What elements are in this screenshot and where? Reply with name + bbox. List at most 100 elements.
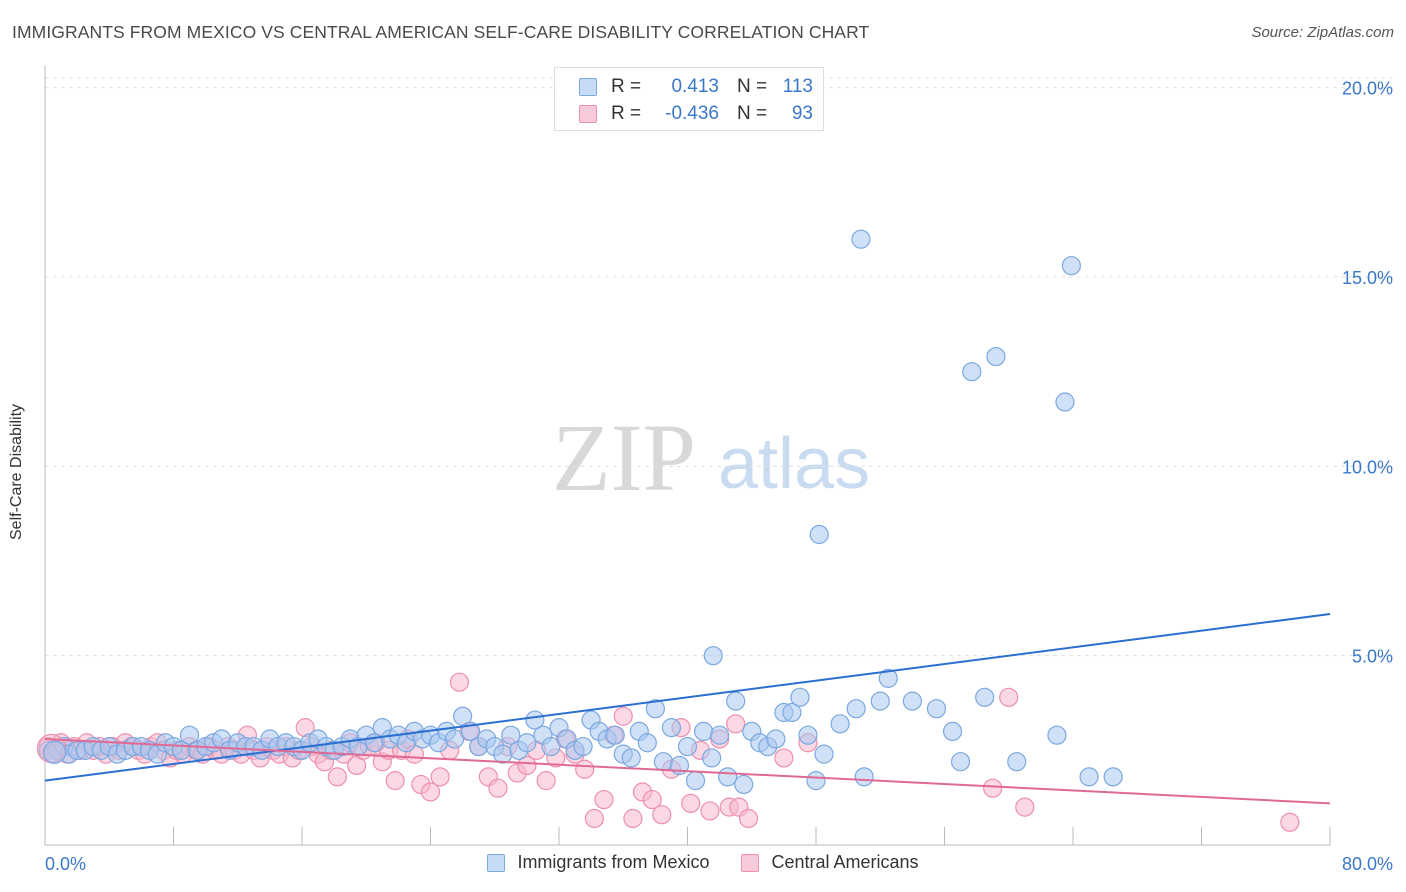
mexico-immigrants-point xyxy=(1079,767,1099,787)
mexico-immigrants-point xyxy=(453,706,473,726)
mexico-immigrants-point xyxy=(798,725,818,745)
mexico-immigrants-point xyxy=(942,721,963,742)
mexico-immigrants-point xyxy=(179,725,200,745)
mexico-immigrants-point xyxy=(846,699,866,719)
mexico-immigrants-point xyxy=(902,691,922,711)
mexico-immigrants-point xyxy=(444,729,465,749)
mexico-immigrants-point xyxy=(517,733,537,753)
mexico-immigrants-point xyxy=(645,699,665,719)
central-americans-point xyxy=(575,759,595,779)
mexico-immigrants-point xyxy=(986,346,1006,367)
mexico-immigrants-point xyxy=(43,740,67,764)
central-americans-point xyxy=(738,808,759,829)
mexico-immigrants-point xyxy=(975,687,995,707)
mexico-immigrants-point xyxy=(493,744,513,764)
series-legend: Immigrants from Mexico Central Americans xyxy=(0,852,1406,873)
central-americans-point xyxy=(642,789,662,810)
mexico-immigrants-point xyxy=(653,752,674,772)
n-value: 93 xyxy=(791,103,813,124)
y-tick-label: 10.0% xyxy=(1342,457,1393,477)
mexico-immigrants-point xyxy=(926,699,947,719)
central-americans-point xyxy=(385,771,405,791)
mexico-immigrants-point xyxy=(701,748,722,768)
y-axis-label: Self-Care Disability xyxy=(8,403,25,540)
central-americans-point xyxy=(983,778,1003,798)
central-americans-point xyxy=(652,805,672,825)
mexico-immigrants-point xyxy=(710,725,730,745)
watermark: ZIP atlas xyxy=(552,404,870,511)
mexico-trend-line xyxy=(44,613,1331,782)
mexico-immigrants-point xyxy=(962,362,982,382)
y-tick-label: 20.0% xyxy=(1342,79,1393,99)
legend-item-mexico[interactable]: Immigrants from Mexico xyxy=(487,852,709,873)
mexico-immigrants-point xyxy=(501,725,521,745)
r-label: R = xyxy=(611,103,642,124)
watermark-zip: ZIP xyxy=(552,404,696,511)
r-value: 0.413 xyxy=(671,76,719,97)
central-americans-point xyxy=(327,767,347,787)
central-americans-point xyxy=(420,782,441,802)
source-credit: Source: ZipAtlas.com xyxy=(1251,24,1394,41)
mexico-immigrants-point xyxy=(637,733,657,753)
legend-item-central[interactable]: Central Americans xyxy=(741,852,919,873)
central-americans-point xyxy=(449,672,470,692)
mexico-immigrants-point xyxy=(661,718,682,738)
mexico-immigrants-point xyxy=(782,702,802,723)
mexico-immigrants-point xyxy=(1055,392,1075,412)
mexico-immigrants-point xyxy=(851,229,871,249)
mexico-immigrants-point xyxy=(766,729,786,749)
central-americans-point xyxy=(681,793,701,813)
mexico-immigrants-point xyxy=(677,736,698,757)
n-label: N = xyxy=(737,103,768,124)
central-americans-point xyxy=(613,706,633,726)
mexico-immigrants-points xyxy=(36,229,1123,795)
mexico-immigrants-point xyxy=(718,767,738,787)
axes xyxy=(44,65,1331,846)
trend-lines xyxy=(44,613,1331,805)
central-trend-line xyxy=(44,737,1331,805)
legend-label: Immigrants from Mexico xyxy=(517,852,710,872)
mexico-immigrants-point xyxy=(541,736,561,757)
stats-row-central: R = -0.436 N = 93 xyxy=(579,101,813,127)
mexico-immigrants-point xyxy=(685,771,706,791)
x-tick-label: 80.0% xyxy=(1342,854,1393,874)
blue-swatch-icon xyxy=(487,853,506,872)
central-americans-point xyxy=(594,789,614,810)
mexico-immigrants-point xyxy=(814,744,834,764)
stats-legend: R = 0.413 N = 113 R = -0.436 N = 93 xyxy=(554,67,824,131)
pink-swatch-icon xyxy=(579,105,597,123)
mexico-immigrants-point xyxy=(806,771,826,791)
mexico-immigrants-point xyxy=(693,721,714,742)
mexico-immigrants-point xyxy=(703,646,723,666)
pink-swatch-icon xyxy=(741,853,760,872)
y-tick-label: 5.0% xyxy=(1352,647,1393,667)
central-americans-point xyxy=(999,687,1019,707)
chart-title: IMMIGRANTS FROM MEXICO VS CENTRAL AMERIC… xyxy=(12,22,870,42)
mexico-immigrants-point xyxy=(605,725,625,745)
blue-swatch-icon xyxy=(579,78,597,96)
mexico-immigrants-point xyxy=(830,714,850,734)
mexico-immigrants-point xyxy=(1047,725,1067,745)
mexico-immigrants-point xyxy=(790,687,810,707)
r-label: R = xyxy=(611,76,642,97)
central-americans-point xyxy=(700,801,720,821)
watermark-atlas: atlas xyxy=(718,424,870,504)
mexico-immigrants-point xyxy=(734,774,754,795)
n-value: 113 xyxy=(782,76,813,97)
central-americans-point xyxy=(517,755,537,776)
n-label: N = xyxy=(737,76,768,97)
mexico-immigrants-point xyxy=(1007,752,1027,772)
mexico-immigrants-point xyxy=(621,748,641,768)
mexico-immigrants-point xyxy=(1103,767,1123,787)
mexico-immigrants-point xyxy=(878,668,898,688)
grid-lines xyxy=(45,77,1394,657)
r-value: -0.436 xyxy=(665,103,719,124)
central-americans-point xyxy=(430,767,450,787)
tick-labels: 5.0% 10.0% 15.0% 20.0% 0.0% 80.0% xyxy=(45,79,1393,874)
central-americans-point xyxy=(488,778,508,798)
central-americans-point xyxy=(623,808,643,829)
central-americans-point xyxy=(536,771,556,791)
y-tick-label: 15.0% xyxy=(1342,268,1393,288)
mexico-immigrants-point xyxy=(573,736,593,757)
